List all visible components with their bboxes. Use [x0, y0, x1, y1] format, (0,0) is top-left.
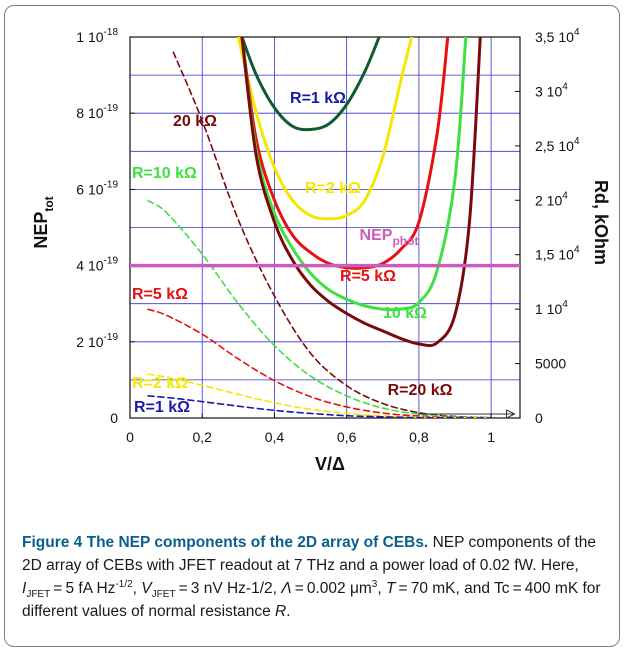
caption-sep: ,	[132, 580, 142, 597]
chart: 0 0,2 0,4 0,6 0,8 1 V/Δ 0 2 10-19 4 10-19 6 10-19 8…	[31, 27, 611, 474]
caption-ijfet-sub: JFET	[26, 589, 51, 601]
y-right-tick-label: 0	[535, 410, 543, 426]
series-line	[147, 395, 492, 418]
figure-caption: Figure 4 The NEP components of the 2D ar…	[22, 531, 607, 623]
x-axis-label: V/Δ	[315, 454, 345, 474]
series-line	[240, 37, 381, 132]
x-tick-label: 1	[487, 429, 495, 445]
series-label: R=1 kΩ	[134, 399, 190, 416]
y-right-tick-label: 1 104	[535, 299, 568, 317]
plot-frame	[129, 36, 521, 419]
caption-text: NEP components of the 2D array of CEBs w…	[22, 534, 596, 574]
y-right-tick-label: 1,5 104	[535, 245, 580, 263]
series-line	[240, 37, 482, 348]
x-tick-label: 0,4	[265, 429, 285, 445]
caption-title: Figure 4 The NEP components of the 2D ar…	[22, 534, 429, 551]
caption-vjfet-symbol: V	[141, 580, 152, 597]
series-label: R=1 kΩ	[290, 90, 346, 107]
series-line	[147, 200, 492, 418]
y-left-tick-label: 6 10-19	[76, 179, 118, 197]
y-left-tick-label: 1 10-18	[76, 27, 118, 45]
caption-lambda-symbol: Λ	[281, 580, 292, 597]
caption-end: .	[286, 603, 291, 620]
figure-frame	[4, 5, 620, 647]
caption-ijfet-value: = 5 fA Hz	[50, 580, 116, 597]
caption-ijfet-sup: -1/2	[115, 578, 133, 590]
y-right-tick-label: 5000	[535, 356, 566, 372]
y-left-axis-label: NEPtot	[31, 196, 56, 248]
x-tick-label: 0	[126, 429, 134, 445]
x-tick-label: 0,6	[337, 429, 357, 445]
y-left-tick-label: 8 10-19	[76, 103, 118, 121]
caption-lambda-sup: 3	[371, 578, 378, 590]
series-label: R=2 kΩ	[132, 375, 188, 392]
series-label: R=5 kΩ	[340, 268, 396, 285]
caption-vjfet-sub: JFET	[151, 589, 176, 601]
series-line	[236, 37, 414, 221]
y-left-tick-label: 0	[110, 410, 118, 426]
x-tick-label: 0,8	[409, 429, 429, 445]
series-line	[240, 37, 468, 312]
annotation-arrowhead	[506, 409, 516, 419]
caption-t-value: = 70 mK, and Tc = 400 mK for different v…	[22, 580, 601, 620]
series-label: 10 kΩ	[383, 305, 427, 322]
y-right-tick-label: 2,5 104	[535, 136, 580, 154]
y-right-tick-label: 2 104	[535, 190, 568, 208]
series-line	[172, 51, 492, 418]
y-right-tick-label: 3,5 104	[535, 27, 580, 45]
series-label: R=5 kΩ	[132, 286, 188, 303]
x-tick-label: 0,2	[192, 429, 212, 445]
y-left-tick-label: 2 10-19	[76, 332, 118, 350]
y-right-axis-label: Rd, kOhm	[591, 180, 611, 265]
series-label: NEPphot	[360, 227, 419, 248]
series-label: R=2 kΩ	[305, 180, 361, 197]
series-line	[240, 37, 450, 270]
y-right-tick-label: 3 104	[535, 81, 568, 99]
caption-t-symbol: T	[385, 580, 396, 597]
series-line	[147, 308, 492, 418]
series-label: R=10 kΩ	[132, 165, 197, 182]
y-left-tick-label: 4 10-19	[76, 256, 118, 274]
caption-r-symbol: R	[275, 603, 287, 620]
caption-ijfet-symbol: I	[22, 580, 27, 597]
series-label: 20 kΩ	[173, 113, 217, 130]
series-label: R=20 kΩ	[388, 382, 453, 399]
caption-lambda-value: = 0.002 μm	[291, 580, 372, 597]
caption-vjfet-value: = 3 nV Hz-1/2,	[175, 580, 282, 597]
caption-sep: ,	[377, 580, 386, 597]
